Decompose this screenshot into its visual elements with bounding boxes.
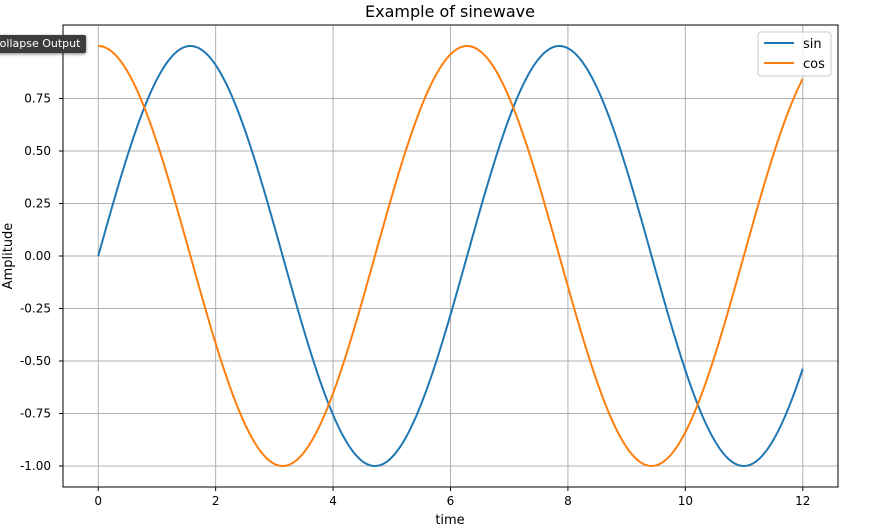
y-tick-label: 0.50 — [24, 144, 51, 158]
legend-label-sin: sin — [803, 37, 822, 52]
y-tick-label: -0.75 — [20, 407, 51, 421]
y-axis-ticks: 0.75 0.50 0.25 0.00 -0.25 -0.50 -0.75 -1.00 — [20, 92, 63, 473]
x-tick-label: 6 — [447, 494, 455, 508]
legend: sin cos — [757, 31, 832, 77]
y-tick-label: -0.50 — [20, 354, 51, 368]
x-tick-label: 10 — [678, 494, 693, 508]
y-tick-label: -1.00 — [20, 459, 51, 473]
x-axis-label: time — [435, 513, 464, 528]
series-layer — [97, 44, 804, 468]
x-tick-label: 8 — [564, 494, 572, 508]
chart-title: Example of sinewave — [365, 2, 535, 21]
x-tick-label: 4 — [329, 494, 337, 508]
series-line-sin — [97, 44, 804, 468]
collapse-output-button[interactable]: Collapse Output — [0, 35, 87, 53]
y-axis-label: Amplitude — [1, 223, 16, 290]
grid — [63, 25, 838, 487]
legend-label-cos: cos — [803, 57, 825, 72]
y-tick-label: 0.75 — [24, 92, 51, 106]
series-line-cos — [98, 45, 804, 468]
x-tick-label: 0 — [94, 494, 102, 508]
x-axis-ticks: 0 2 4 6 8 10 12 — [94, 487, 810, 508]
y-tick-label: -0.25 — [20, 302, 51, 316]
x-tick-label: 12 — [795, 494, 810, 508]
y-tick-label: 0.00 — [24, 249, 51, 263]
x-tick-label: 2 — [212, 494, 220, 508]
y-tick-label: 0.25 — [24, 197, 51, 211]
